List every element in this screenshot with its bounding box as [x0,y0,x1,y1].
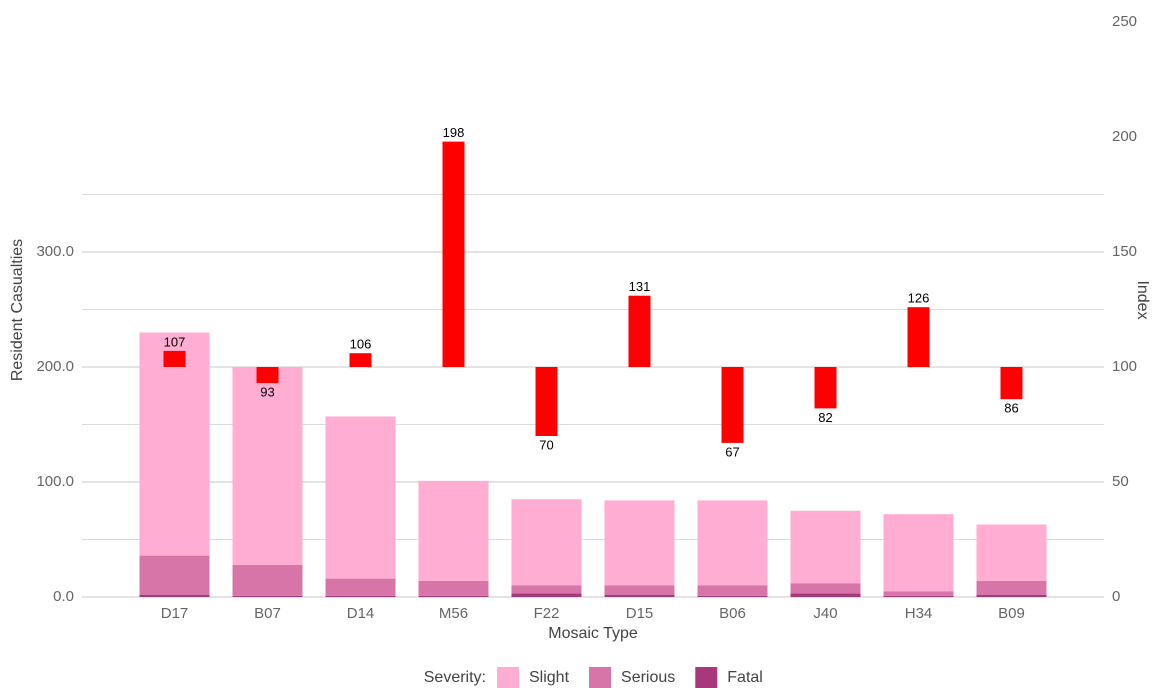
x-tick-label: J40 [813,605,837,622]
index-bar [907,307,930,367]
bar-segment [883,595,954,597]
value-label: 131 [629,279,651,294]
x-tick-label: B07 [254,605,281,622]
value-label: 70 [539,437,553,452]
value-label: 67 [725,444,739,459]
bar-segment [511,593,582,597]
bar-segment [325,578,396,596]
x-tick-label: F22 [534,605,560,622]
legend-swatch [497,667,519,688]
bar-segment [325,595,396,597]
bar-segment [232,595,303,597]
bar-segment [790,593,861,597]
x-tick-label: D15 [626,605,654,622]
bar-segment [511,585,582,594]
y2-tick-label: 0 [1112,588,1120,605]
index-bar [535,367,558,436]
index-bar [442,141,465,367]
bar-segment [604,585,675,595]
bar-segment [139,594,210,597]
x-axis-title: Mosaic Type [548,625,638,642]
bar-segment [790,510,861,584]
bar-segment [604,594,675,597]
index-bar [349,353,372,367]
bar-segment [418,480,489,581]
value-label: 198 [443,125,465,140]
y-tick-label: 0.0 [53,588,74,605]
bar-segment [511,499,582,586]
bar-segment [790,583,861,594]
y-tick-label: 200.0 [36,358,74,375]
y2-tick-label: 200 [1112,128,1137,145]
index-bar [1000,367,1023,400]
x-tick-label: D17 [161,605,189,622]
x-tick-label: D14 [347,605,375,622]
bar-segment [325,416,396,579]
index-bar [163,350,186,367]
bar-segment [883,514,954,592]
x-tick-label: B06 [719,605,746,622]
legend-label: Serious [621,669,675,686]
x-tick-label: B09 [998,605,1025,622]
index-bar [256,367,279,384]
y2-tick-label: 100 [1112,358,1137,375]
legend-swatch [589,667,612,688]
bar-segment [139,332,210,556]
value-label: 82 [818,410,832,425]
x-tick-label: H34 [905,605,933,622]
bar-segment [139,555,210,595]
bar-segment [976,524,1047,581]
bar-segment [697,595,768,597]
bar-segment [418,595,489,597]
index-bar [814,367,837,409]
y2-tick-label: 50 [1112,473,1129,490]
bar-segment [697,585,768,596]
y2-tick-label: 250 [1112,13,1137,30]
bar-segment [976,594,1047,597]
value-label: 86 [1004,401,1018,416]
y-tick-label: 100.0 [36,473,74,490]
y-tick-label: 300.0 [36,243,74,260]
y2-tick-label: 150 [1112,243,1137,260]
legend-title: Severity: [424,669,486,686]
bar-segment [976,580,1047,595]
bar-segment [232,564,303,596]
legend-swatch [695,667,718,688]
bar-segment [697,500,768,586]
bar-segment [604,500,675,586]
index-bar [721,367,744,443]
legend-label: Fatal [727,669,763,686]
y2-axis-title: Index [1134,280,1151,319]
index-bar [628,295,651,367]
legend-label: Slight [529,669,570,686]
value-label: 93 [260,385,274,400]
value-label: 106 [350,337,372,352]
x-tick-label: M56 [439,605,468,622]
bar-segment [418,580,489,596]
y-axis-title: Resident Casualties [9,239,26,381]
value-label: 107 [164,334,186,349]
value-label: 126 [908,291,930,306]
bar-segment [232,367,303,565]
bar-segment [883,591,954,596]
